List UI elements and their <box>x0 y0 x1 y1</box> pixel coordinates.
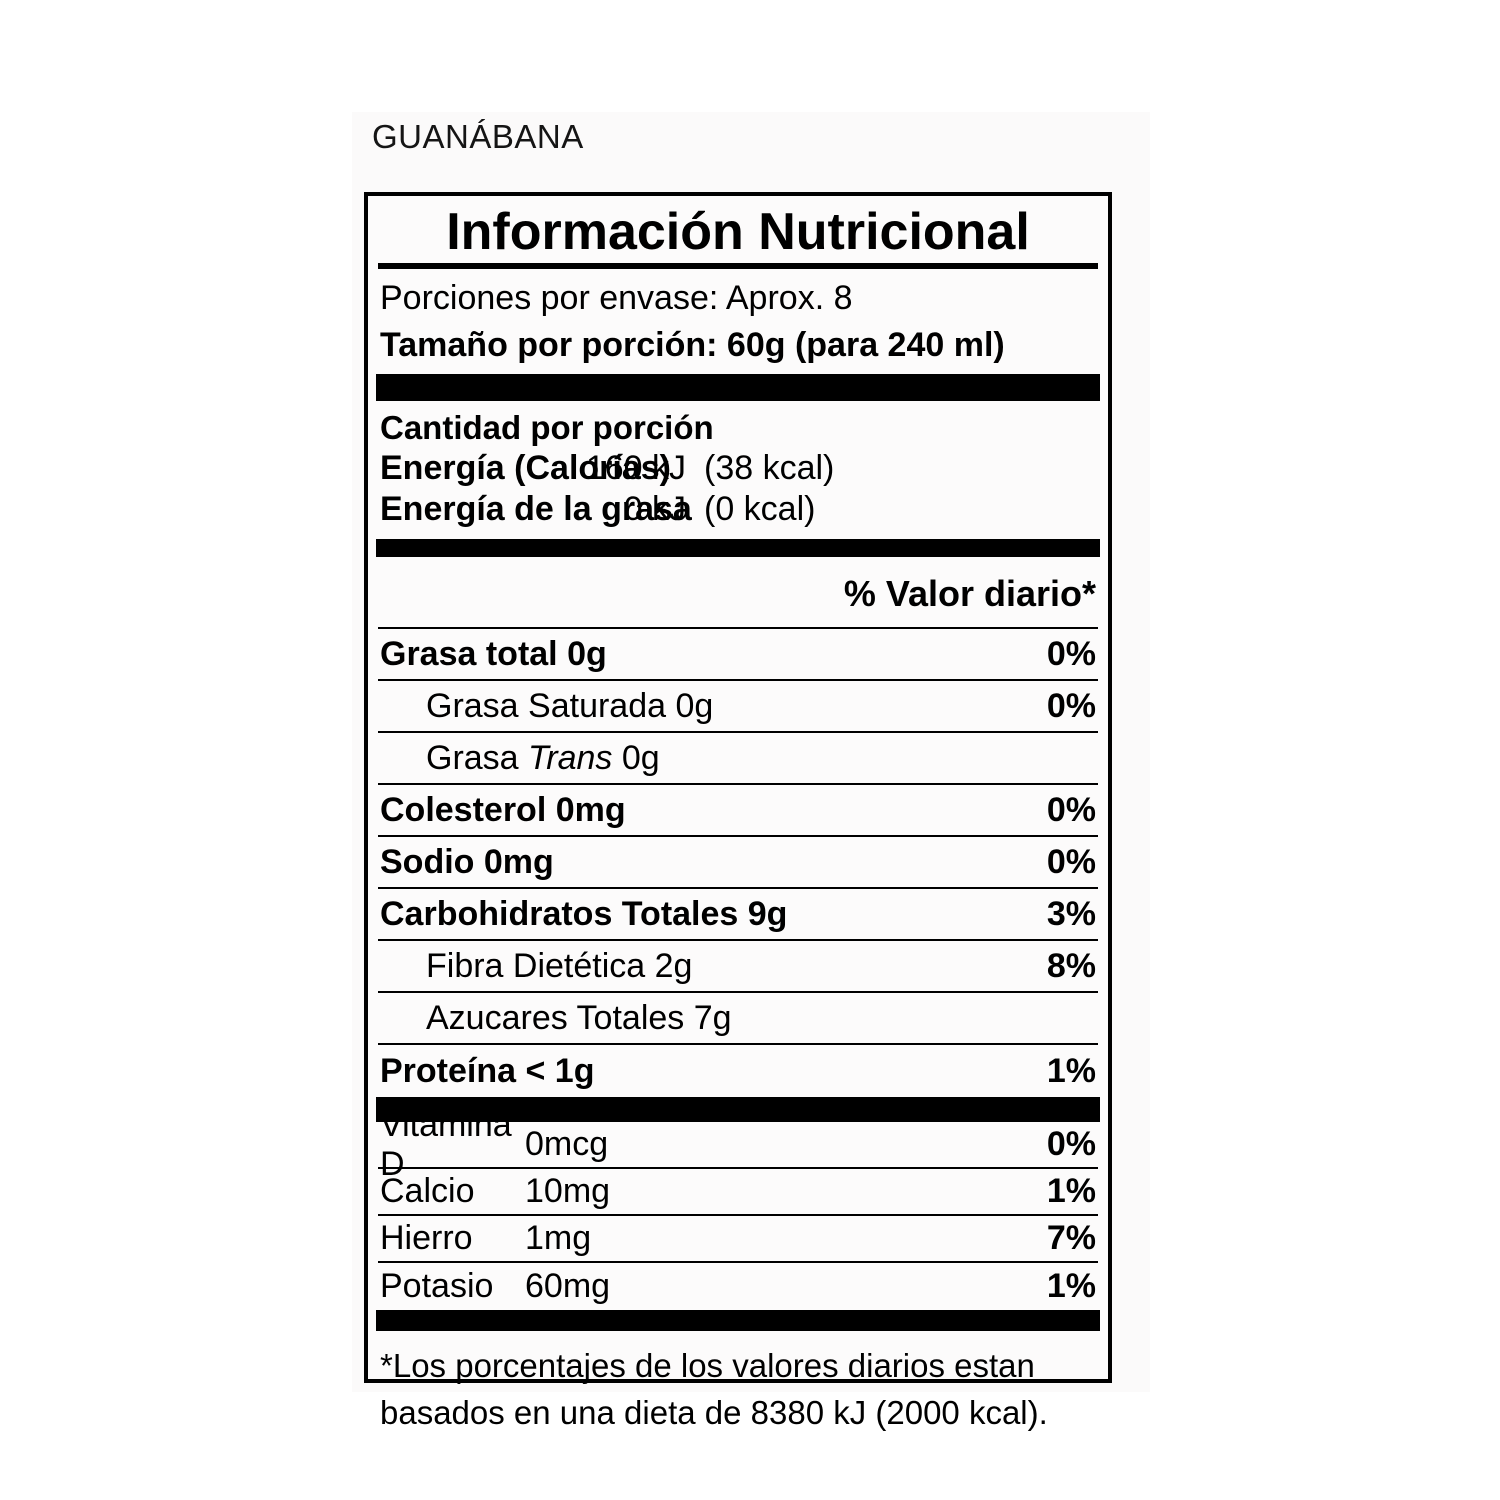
nutrient-row-total-carbs: Carbohidratos Totales 9g 3% <box>378 889 1098 942</box>
micronutrient-daily-value: 0% <box>1046 1125 1096 1164</box>
micronutrient-label: Potasio <box>380 1267 494 1306</box>
nutrient-label: Fibra Dietética 2g <box>426 946 693 985</box>
nutrient-daily-value: 0% <box>1046 842 1096 881</box>
micronutrient-label: Hierro <box>380 1219 473 1258</box>
label-sheet: GUANÁBANA Información Nutricional Porcio… <box>352 112 1150 1431</box>
micronutrient-daily-value: 1% <box>1046 1267 1096 1306</box>
nutrition-title: Información Nutricional <box>446 203 1030 261</box>
trans-fat-prefix: Grasa <box>426 738 529 777</box>
nutrient-label: Carbohidratos Totales 9g <box>380 894 788 933</box>
energy-kj-value: 0 kJ <box>623 490 686 529</box>
nutrient-label: Colesterol 0mg <box>380 790 626 829</box>
energy-kcal-value: (38 kcal) <box>704 449 835 488</box>
trans-fat-suffix: 0g <box>612 738 660 777</box>
micronutrient-amount: 10mg <box>525 1172 611 1211</box>
daily-value-footnote: *Los porcentajes de los valores diarios … <box>380 1347 1048 1432</box>
nutrient-row-sodium: Sodio 0mg 0% <box>378 837 1098 890</box>
nutrient-row-cholesterol: Colesterol 0mg 0% <box>378 785 1098 838</box>
serving-size: Tamaño por porción: 60g (para 240 ml) <box>380 325 1005 364</box>
nutrient-daily-value: 1% <box>1046 1051 1096 1090</box>
micronutrient-amount: 60mg <box>525 1267 611 1306</box>
nutrition-facts-box: Información Nutricional Porciones por en… <box>364 192 1112 1431</box>
nutrient-row-total-fat: Grasa total 0g 0% <box>378 629 1098 682</box>
nutrient-label: Sodio 0mg <box>380 842 554 881</box>
micronutrient-daily-value: 7% <box>1046 1219 1096 1258</box>
micronutrient-amount: 1mg <box>525 1219 592 1258</box>
servings-per-container: Porciones por envase: Aprox. 8 <box>380 279 853 318</box>
nutrient-daily-value: 8% <box>1046 946 1096 985</box>
micronutrient-amount: 0mcg <box>525 1125 609 1164</box>
separator-bar-thick <box>376 1310 1100 1332</box>
nutrient-daily-value: 3% <box>1046 894 1096 933</box>
product-name: GUANÁBANA <box>372 118 584 155</box>
title-rule <box>378 263 1098 270</box>
energy-label: Energía (Calorías) <box>380 449 671 488</box>
nutrient-label: Grasa Trans 0g <box>380 739 660 778</box>
amount-per-serving-heading: Cantidad por porción <box>380 409 714 447</box>
nutrient-label: Grasa Saturada 0g <box>426 686 714 725</box>
daily-value-header: % Valor diario* <box>378 557 1098 630</box>
nutrient-row-saturated-fat: Grasa Saturada 0g 0% <box>378 681 1098 734</box>
separator-bar-thin <box>376 539 1100 558</box>
nutrient-label: Proteína < 1g <box>380 1051 595 1090</box>
micronutrient-label: Calcio <box>380 1172 475 1211</box>
nutrient-row-trans-fat: Grasa Trans 0g <box>378 733 1098 786</box>
nutrient-daily-value: 0% <box>1046 634 1096 673</box>
micronutrient-daily-value: 1% <box>1046 1172 1096 1211</box>
trans-fat-italic: Trans <box>528 738 613 777</box>
energy-kj-value: 160 kJ <box>585 449 686 488</box>
energy-row-calories: Energía (Calorías) 160 kJ (38 kcal) <box>378 449 1098 490</box>
nutrient-row-total-sugars: Azucares Totales 7g <box>378 993 1098 1046</box>
micronutrient-label: Vitamina D <box>380 1105 512 1183</box>
micronutrient-row-vitamin-d: Vitamina D 0mcg 0% <box>378 1106 1098 1183</box>
energy-row-fat: Energía de la grasa 0 kJ (0 kcal) <box>378 490 1098 531</box>
micronutrient-row-calcium: Calcio 10mg 1% <box>378 1169 1098 1217</box>
separator-bar-thick <box>376 1097 1100 1123</box>
nutrient-label: Grasa total 0g <box>380 634 607 673</box>
nutrient-row-dietary-fiber: Fibra Dietética 2g 8% <box>378 941 1098 994</box>
nutrient-label: Azucares Totales 7g <box>426 998 732 1037</box>
separator-bar-thick <box>376 374 1100 402</box>
micronutrient-row-iron: Hierro 1mg 7% <box>378 1216 1098 1264</box>
energy-label: Energía de la grasa <box>380 490 692 529</box>
energy-kcal-value: (0 kcal) <box>704 490 816 529</box>
micronutrient-row-potassium: Potasio 60mg 1% <box>378 1263 1098 1310</box>
nutrient-daily-value: 0% <box>1046 790 1096 829</box>
nutrient-daily-value: 0% <box>1046 686 1096 725</box>
nutrient-row-protein: Proteína < 1g 1% <box>378 1045 1098 1097</box>
